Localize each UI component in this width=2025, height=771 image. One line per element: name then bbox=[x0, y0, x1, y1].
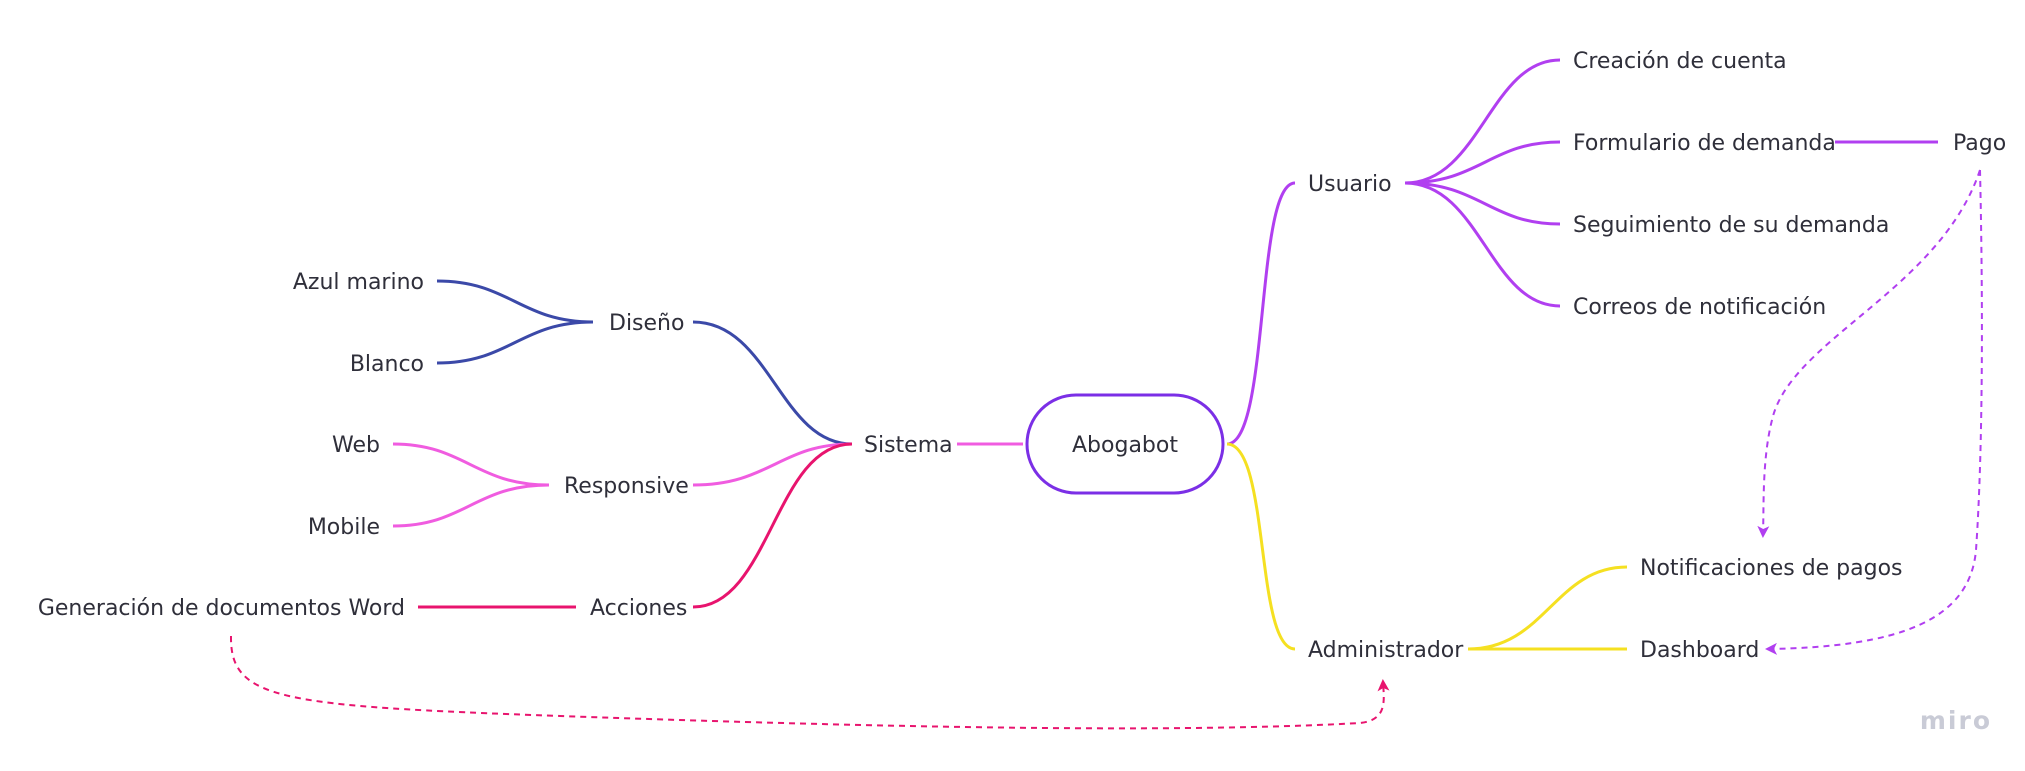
node-notificaciones-pagos[interactable]: Notificaciones de pagos bbox=[1640, 556, 1903, 581]
node-sistema[interactable]: Sistema bbox=[864, 433, 953, 458]
root-node-label: Abogabot bbox=[1072, 433, 1178, 458]
node-pago[interactable]: Pago bbox=[1953, 131, 2006, 156]
node-usuario[interactable]: Usuario bbox=[1308, 172, 1392, 197]
dashed-link-word-administrador bbox=[229, 635, 1390, 730]
node-azul-marino[interactable]: Azul marino bbox=[293, 270, 424, 295]
node-acciones[interactable]: Acciones bbox=[590, 596, 687, 621]
dashed-link-pago-dashboard bbox=[1765, 169, 1983, 655]
connector-usuario-correos bbox=[1404, 181, 1561, 308]
connector-admin-notificaciones bbox=[1467, 565, 1628, 651]
node-correos-notificacion[interactable]: Correos de notificación bbox=[1573, 295, 1826, 320]
dashed-link-pago-notificaciones bbox=[1757, 169, 1981, 538]
connector-sistema-responsive bbox=[692, 442, 853, 487]
connector-sistema-acciones bbox=[692, 442, 853, 609]
node-creacion-cuenta[interactable]: Creación de cuenta bbox=[1573, 49, 1787, 74]
node-web[interactable]: Web bbox=[332, 433, 380, 458]
connector-usuario-seguimiento bbox=[1404, 181, 1561, 226]
connector-root-usuario bbox=[1226, 181, 1296, 446]
miro-watermark: miro bbox=[1920, 706, 1992, 735]
connector-usuario-creacion bbox=[1404, 58, 1561, 185]
node-generacion-word[interactable]: Generación de documentos Word bbox=[38, 596, 405, 621]
connector-diseno-blanco bbox=[436, 320, 594, 365]
node-formulario-demanda[interactable]: Formulario de demanda bbox=[1573, 131, 1836, 156]
node-administrador[interactable]: Administrador bbox=[1308, 638, 1464, 663]
node-mobile[interactable]: Mobile bbox=[308, 515, 380, 540]
node-responsive[interactable]: Responsive bbox=[564, 474, 689, 499]
node-diseno[interactable]: Diseño bbox=[609, 311, 684, 336]
connector-diseno-azul bbox=[436, 279, 594, 324]
connector-responsive-web bbox=[392, 442, 550, 487]
node-dashboard[interactable]: Dashboard bbox=[1640, 638, 1759, 663]
connector-sistema-diseno bbox=[692, 320, 853, 446]
connector-root-administrador bbox=[1226, 442, 1296, 651]
connector-usuario-formulario bbox=[1404, 140, 1561, 185]
node-seguimiento-demanda[interactable]: Seguimiento de su demanda bbox=[1573, 213, 1889, 238]
connector-responsive-mobile bbox=[392, 483, 550, 528]
root-node[interactable] bbox=[1025, 393, 1225, 495]
node-blanco[interactable]: Blanco bbox=[350, 352, 424, 377]
